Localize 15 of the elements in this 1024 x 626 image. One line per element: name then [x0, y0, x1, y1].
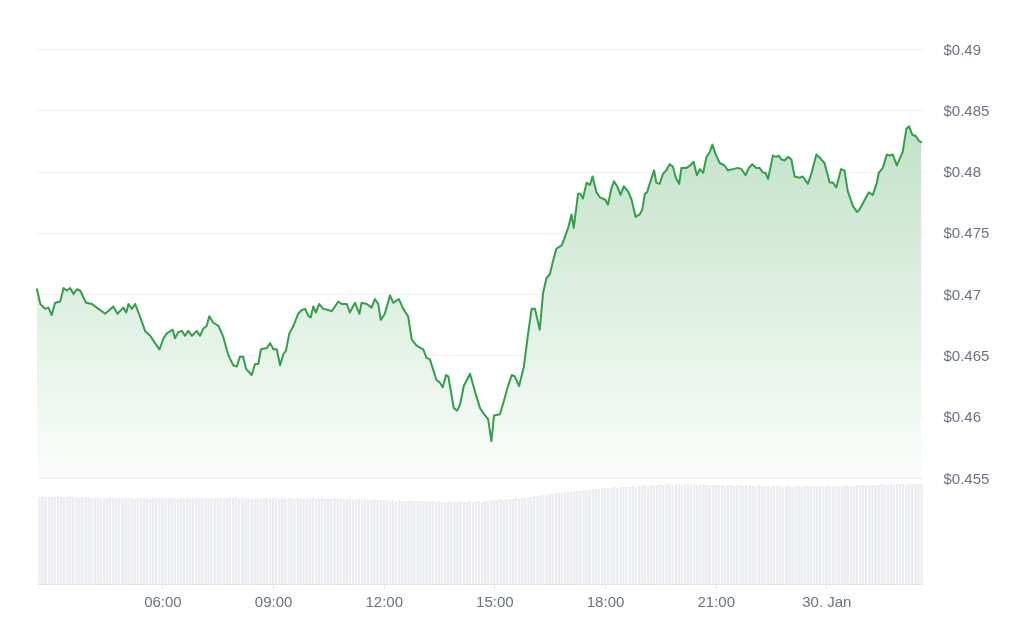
x-tick-label: 21:00	[697, 592, 735, 610]
y-tick-label: $0.465	[943, 346, 990, 364]
x-tick-label: 15:00	[476, 592, 514, 610]
y-tick-label: $0.47	[943, 285, 982, 303]
x-tick-label: 12:00	[365, 592, 403, 610]
y-tick-label: $0.49	[943, 40, 982, 58]
y-tick-label: $0.475	[943, 224, 990, 242]
y-tick-label: $0.48	[943, 163, 982, 181]
x-tick-label: 06:00	[144, 592, 182, 610]
y-tick-label: $0.455	[943, 469, 990, 487]
y-tick-label: $0.46	[943, 408, 982, 426]
y-tick-label: $0.485	[943, 101, 990, 119]
x-tick-label: 30. Jan	[802, 592, 852, 610]
x-tick-label: 09:00	[254, 592, 293, 610]
x-tick-label: 18:00	[586, 592, 625, 610]
